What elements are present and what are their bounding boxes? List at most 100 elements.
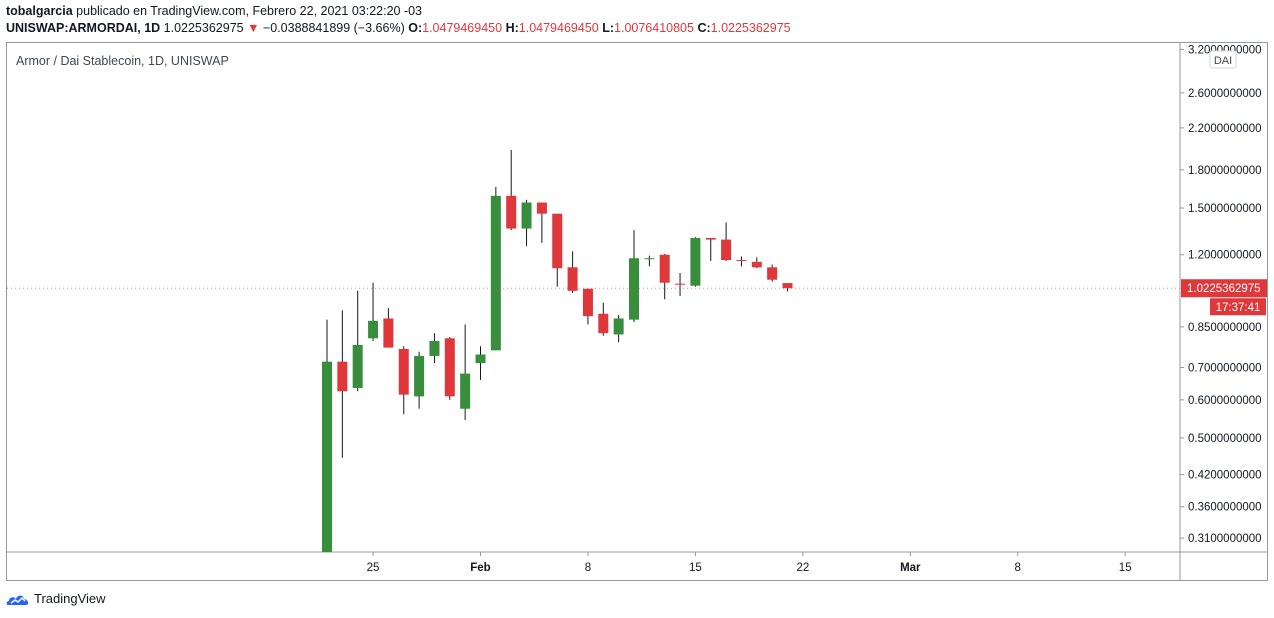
x-tick-label: 8 bbox=[585, 562, 591, 574]
ohlc-line: UNISWAP:ARMORDAI, 1D 1.0225362975 ▼ −0.0… bbox=[6, 21, 791, 35]
currency-badge: DAI bbox=[1209, 50, 1237, 69]
candle bbox=[613, 314, 624, 343]
countdown-label: 17:37:41 bbox=[1216, 302, 1261, 314]
tradingview-footer[interactable]: TradingView bbox=[6, 591, 106, 606]
candle bbox=[460, 324, 471, 420]
publication-info: publicado en TradingView.com, Febrero 22… bbox=[76, 4, 423, 18]
candle-body bbox=[383, 318, 394, 348]
candle bbox=[521, 199, 532, 247]
x-tick-label: 15 bbox=[689, 562, 702, 574]
open-value: 1.0479469450 bbox=[422, 21, 503, 35]
currency-badge-box bbox=[1209, 50, 1237, 69]
candle bbox=[429, 333, 440, 364]
candle bbox=[383, 308, 394, 348]
low-value: 1.0076410805 bbox=[614, 21, 694, 35]
candle bbox=[414, 351, 425, 409]
y-tick-label: 2.6000000000 bbox=[1188, 88, 1262, 100]
y-tick-label: 3.2000000000 bbox=[1188, 44, 1262, 56]
x-tick-label: 22 bbox=[796, 562, 809, 574]
candle bbox=[767, 264, 778, 282]
y-tick-label: 0.4200000000 bbox=[1188, 469, 1262, 481]
candle-body bbox=[337, 361, 348, 392]
candle-body bbox=[475, 354, 486, 364]
candle bbox=[629, 230, 639, 323]
candle bbox=[444, 337, 455, 400]
candle bbox=[352, 290, 363, 392]
candle-body bbox=[782, 283, 793, 289]
candle-body bbox=[767, 267, 778, 280]
candles bbox=[322, 149, 793, 552]
candle bbox=[322, 319, 332, 552]
y-tick-label: 0.8500000000 bbox=[1188, 322, 1262, 334]
price-badges: 1.0225362975 17:37:41 bbox=[7, 279, 1267, 316]
down-arrow-icon: ▼ bbox=[247, 21, 260, 35]
y-tick-label: 1.5000000000 bbox=[1188, 203, 1262, 215]
candle-body bbox=[506, 195, 517, 229]
candle bbox=[582, 288, 593, 325]
y-tick-label: 2.2000000000 bbox=[1188, 123, 1262, 135]
candle-body bbox=[352, 344, 363, 388]
low-label: L: bbox=[602, 21, 615, 35]
tradingview-brand: TradingView bbox=[34, 591, 106, 606]
high-label: H: bbox=[505, 21, 519, 35]
y-tick-label: 1.2000000000 bbox=[1188, 250, 1262, 262]
y-tick-label: 1.8000000000 bbox=[1188, 165, 1262, 177]
close-label: C: bbox=[697, 21, 711, 35]
time-axis[interactable]: 25 Feb 8 15 22 Mar 8 15 bbox=[367, 552, 1132, 574]
candle bbox=[598, 302, 609, 336]
candle-body bbox=[567, 267, 578, 291]
candle-body bbox=[690, 237, 701, 286]
candle-body bbox=[429, 340, 440, 356]
candle-body bbox=[644, 258, 655, 260]
x-tick-label: 15 bbox=[1119, 562, 1132, 574]
candle bbox=[721, 222, 732, 261]
x-tick-label: 8 bbox=[1015, 562, 1021, 574]
currency-badge-label: DAI bbox=[1214, 55, 1232, 67]
candle-body bbox=[552, 213, 563, 269]
chart-frame[interactable]: Armor / Dai Stablecoin, 1D, UNISWAP 3.20… bbox=[6, 42, 1268, 581]
candle-body bbox=[736, 260, 747, 262]
change-value: −0.0388841899 (−3.66%) bbox=[262, 21, 405, 35]
chart-title: Armor / Dai Stablecoin, 1D, UNISWAP bbox=[16, 54, 229, 68]
candle-body bbox=[613, 318, 624, 335]
candle bbox=[644, 255, 655, 267]
close-value: 1.0225362975 bbox=[710, 21, 791, 35]
candle-body bbox=[490, 195, 501, 351]
candle-body bbox=[751, 261, 762, 268]
candle-body bbox=[460, 373, 471, 409]
last-price-value: 1.0225362975 bbox=[163, 21, 244, 35]
y-tick-label: 0.6000000000 bbox=[1188, 395, 1262, 407]
candle bbox=[490, 186, 501, 351]
candle-body bbox=[659, 254, 670, 283]
candlestick-chart[interactable]: Armor / Dai Stablecoin, 1D, UNISWAP 3.20… bbox=[7, 43, 1267, 580]
x-tick-label: Mar bbox=[900, 562, 921, 574]
candle-body bbox=[398, 348, 409, 395]
candle bbox=[506, 149, 517, 231]
y-tick-label: 0.7000000000 bbox=[1188, 363, 1262, 375]
tradingview-cloud-icon bbox=[6, 595, 29, 605]
candle-body bbox=[368, 320, 379, 339]
candle-body bbox=[444, 338, 455, 397]
symbol-label: UNISWAP:ARMORDAI, 1D bbox=[6, 21, 161, 35]
last-price-badge-label: 1.0225362975 bbox=[1187, 283, 1261, 295]
candle bbox=[705, 237, 716, 261]
candle-body bbox=[721, 239, 732, 261]
author-name[interactable]: tobalgarcia bbox=[6, 4, 73, 18]
y-tick-label: 0.3600000000 bbox=[1188, 502, 1262, 514]
y-tick-label: 0.3100000000 bbox=[1188, 533, 1262, 545]
candle bbox=[398, 346, 409, 415]
candle bbox=[567, 251, 578, 293]
price-axis[interactable]: 3.2000000000 2.6000000000 2.2000000000 1.80… bbox=[1180, 44, 1262, 545]
candle bbox=[782, 283, 793, 292]
last-price-badge bbox=[1181, 279, 1267, 298]
countdown-badge bbox=[1210, 298, 1266, 316]
high-value: 1.0479469450 bbox=[518, 21, 599, 35]
candle bbox=[736, 256, 747, 267]
candle-body bbox=[322, 361, 332, 552]
y-tick-label: 0.5000000000 bbox=[1188, 433, 1262, 445]
candle-body bbox=[705, 237, 716, 240]
candle bbox=[751, 257, 762, 269]
candle-body bbox=[521, 202, 532, 229]
candle-body bbox=[598, 313, 609, 334]
candle-body bbox=[629, 258, 639, 320]
